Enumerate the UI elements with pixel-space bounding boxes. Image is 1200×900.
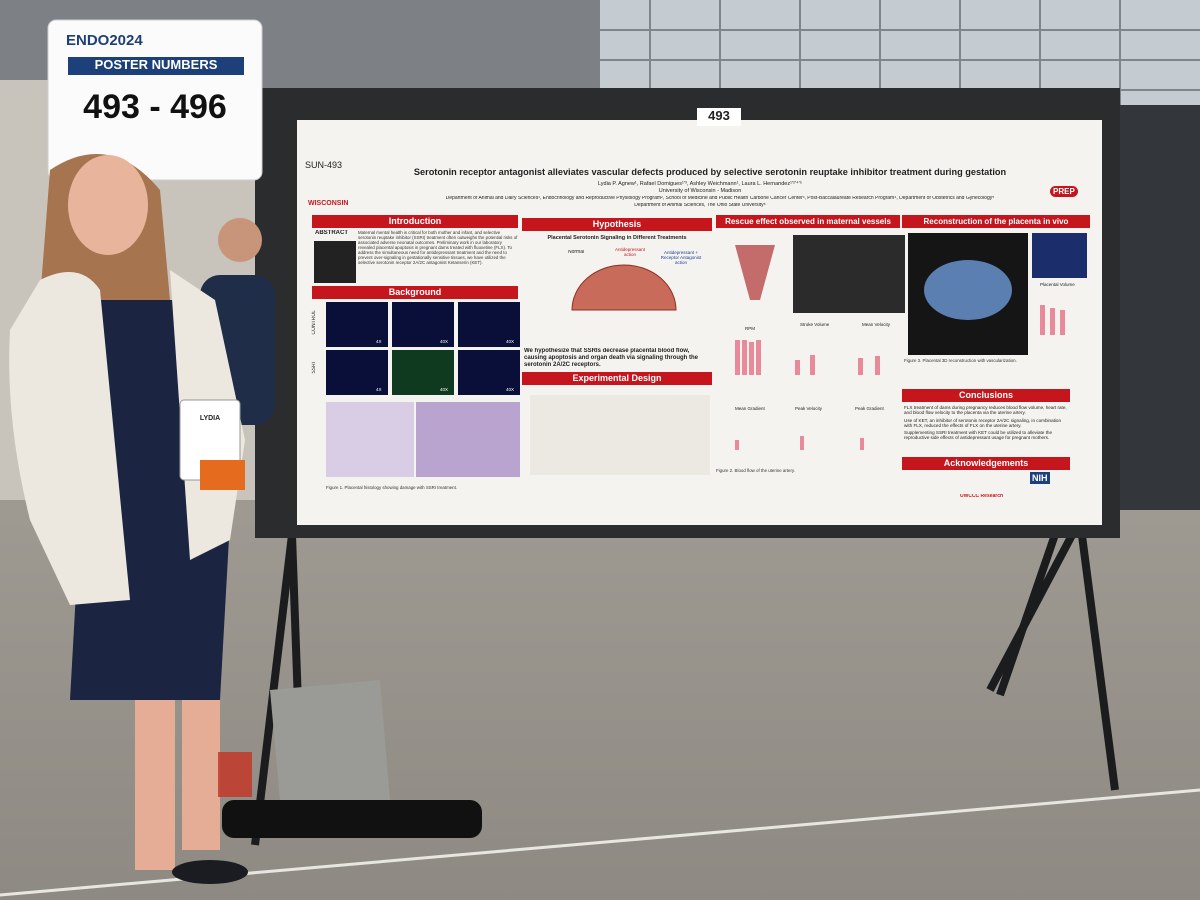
panel-title: Peak Gradient [855,406,884,411]
row-label: CONTROL [312,310,317,335]
panel-title: Stroke Volume [800,322,830,327]
section-heading: Conclusions [902,389,1070,402]
placenta-diagram [571,264,677,311]
qr-code [314,241,356,283]
badge-ribbon [200,460,245,490]
section-heading: Introduction [312,215,518,228]
panel-title: Placental Volume [1040,282,1075,287]
design-diagram [530,395,710,475]
conclusion-point: Supplementing SSRI treatment with KET co… [904,430,1053,441]
section-heading: Rescue effect observed in maternal vesse… [716,215,900,228]
magnification: 40X [440,339,449,344]
conclusion-point: Use of KET, an inhibitor of serotonin re… [904,417,1062,428]
section-heading: Hypothesis [522,218,712,231]
figure-caption: Figure 3. Placental 3D reconstruction wi… [904,358,1017,363]
introduction-text: Maternal mental health is critical for b… [358,230,518,266]
bag [270,680,390,800]
section-heading: Acknowledgements [902,457,1070,470]
hypothesis-statement: We hypothesize that SSRIs decrease place… [524,348,699,368]
board-number-tag [697,108,741,126]
conclusion-point: FLX treatment of dams during pregnancy r… [904,405,1067,416]
leg [182,700,220,850]
jacket [9,272,130,605]
logo-right: PREP [1050,186,1078,198]
section-heading: Reconstruction of the placenta in vivo [902,215,1090,228]
university: University of Wisconsin - Madison [658,188,742,194]
departments-2: Department of Animal Sciences, The Ohio … [634,203,766,208]
logo-nih: NIH [1030,472,1050,485]
histology [416,402,520,477]
diagram-label: Antidepressant + Receptor Antagonist act… [660,250,702,266]
panel-title: Mean Velocity [862,322,891,327]
departments: Department of Animal and Dairy Sciences¹… [445,196,995,201]
magnification: 40X [506,387,515,392]
panel-title: RPM [745,326,755,331]
micrographs [326,302,520,395]
ultrasound [793,235,905,313]
cup [218,752,252,797]
hypothesis-subtitle: Placental Serotonin Signaling in Differe… [547,235,687,241]
magnification: 4X [376,387,382,392]
face [68,155,148,255]
authors: Lydia P. Agnew¹, Rafael Domigues¹ʼ³, Ash… [597,181,803,187]
diagram-label: Normal [568,250,585,255]
row-label: SSRI [312,362,317,374]
section-heading: Experimental Design [522,372,712,385]
section-heading: Background [312,286,518,299]
sign-band [68,57,244,75]
sign-heading: POSTER NUMBERS [94,58,218,72]
magnification: 40X [506,339,515,344]
logo-left: WISCONSIN [308,200,349,207]
person-background-head [218,218,262,262]
sign-numbers: 493 - 496 [83,88,227,126]
sign-event: ENDO2024 [66,32,143,49]
panel-title: Mean Gradient [735,406,765,411]
magnification: 4X [376,339,382,344]
reconstruction-image [1032,233,1087,278]
panel-title: Peak Velocity [795,406,823,411]
magnification: 40X [440,387,449,392]
conclusions: FLX treatment of dams during pregnancy r… [904,405,1069,443]
histology [326,402,414,477]
mini-chart-placeholders [735,305,1065,450]
poster-title: Serotonin receptor antagonist alleviates… [413,167,1007,177]
board-number: 493 [708,109,730,123]
logo-uwccc: UWCCC Research [960,494,1004,499]
abstract-label: ABSTRACT [315,230,348,236]
diagram-label: Antidepressant action [614,247,646,258]
leg [135,700,175,870]
placenta-3d [924,260,1012,320]
poster-tube [222,800,482,838]
badge-name: LYDIA [199,415,221,422]
figure-caption: Figure 2. Blood flow of the uterine arte… [716,468,795,473]
poster-id: SUN-493 [305,160,343,170]
uterus-diagram [735,245,775,300]
figure-caption: Figure 1. Placental histology showing da… [326,485,458,490]
shoe [172,860,248,884]
